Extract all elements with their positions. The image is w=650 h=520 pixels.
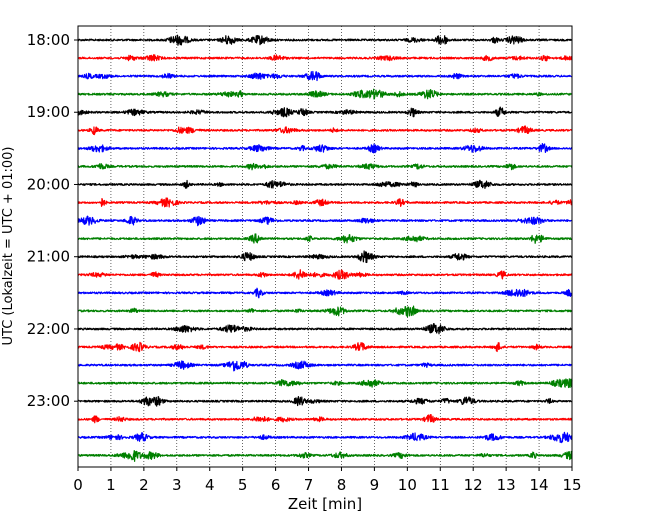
x-tick-label: 5 bbox=[238, 476, 248, 494]
y-tick-label: 18:00 bbox=[27, 31, 70, 49]
trace-line bbox=[77, 215, 573, 227]
x-tick-label: 9 bbox=[370, 476, 380, 494]
x-tick-label: 13 bbox=[497, 476, 516, 494]
x-tick-label: 4 bbox=[205, 476, 215, 494]
trace-line bbox=[77, 287, 573, 299]
trace-line bbox=[77, 142, 573, 154]
x-tick-label: 0 bbox=[73, 476, 83, 494]
trace-line bbox=[77, 305, 573, 318]
y-axis-ticks: 18:00 19:00 20:00 21:00 22:00 23:00 bbox=[27, 31, 78, 410]
y-tick-label: 21:00 bbox=[27, 248, 70, 266]
y-tick-label: 20:00 bbox=[27, 175, 70, 193]
plot-frame bbox=[77, 25, 573, 468]
trace-line bbox=[77, 250, 573, 264]
trace-line bbox=[77, 197, 573, 208]
x-tick-label: 2 bbox=[139, 476, 149, 494]
trace-line bbox=[77, 341, 573, 353]
trace-line bbox=[77, 322, 573, 335]
y-tick-label: 23:00 bbox=[27, 392, 70, 410]
trace-line bbox=[77, 360, 573, 372]
x-tick-label: 7 bbox=[304, 476, 314, 494]
y-tick-label: 22:00 bbox=[27, 320, 70, 338]
x-tick-label: 12 bbox=[464, 476, 483, 494]
x-tick-label: 10 bbox=[398, 476, 417, 494]
x-axis-ticks: 0 1 2 3 4 5 6 7 8 9 10 11 12 13 14 15 bbox=[73, 467, 582, 494]
trace-line bbox=[77, 125, 573, 136]
trace-line bbox=[77, 34, 573, 46]
trace-line bbox=[77, 269, 573, 280]
x-axis-label: Zeit [min] bbox=[288, 495, 362, 513]
trace-line bbox=[77, 162, 573, 171]
y-axis-label: UTC (Lokalzeit = UTC + 01:00) bbox=[1, 147, 16, 346]
trace-line bbox=[77, 88, 573, 100]
trace-line bbox=[77, 450, 573, 462]
trace-line bbox=[77, 413, 573, 424]
x-tick-label: 1 bbox=[106, 476, 116, 494]
trace-line bbox=[77, 179, 573, 189]
trace-line bbox=[77, 395, 573, 407]
trace-line bbox=[77, 233, 573, 244]
x-tick-label: 11 bbox=[431, 476, 450, 494]
trace-line bbox=[77, 431, 573, 444]
trace-line bbox=[77, 106, 573, 118]
x-tick-label: 6 bbox=[271, 476, 281, 494]
x-tick-label: 3 bbox=[172, 476, 182, 494]
x-tick-label: 15 bbox=[562, 476, 581, 494]
y-tick-label: 19:00 bbox=[27, 103, 70, 121]
x-tick-label: 14 bbox=[530, 476, 549, 494]
x-tick-label: 8 bbox=[337, 476, 347, 494]
trace-line bbox=[77, 378, 573, 389]
trace-line bbox=[77, 70, 573, 82]
trace-line bbox=[77, 54, 573, 62]
seismic-traces bbox=[77, 34, 573, 462]
